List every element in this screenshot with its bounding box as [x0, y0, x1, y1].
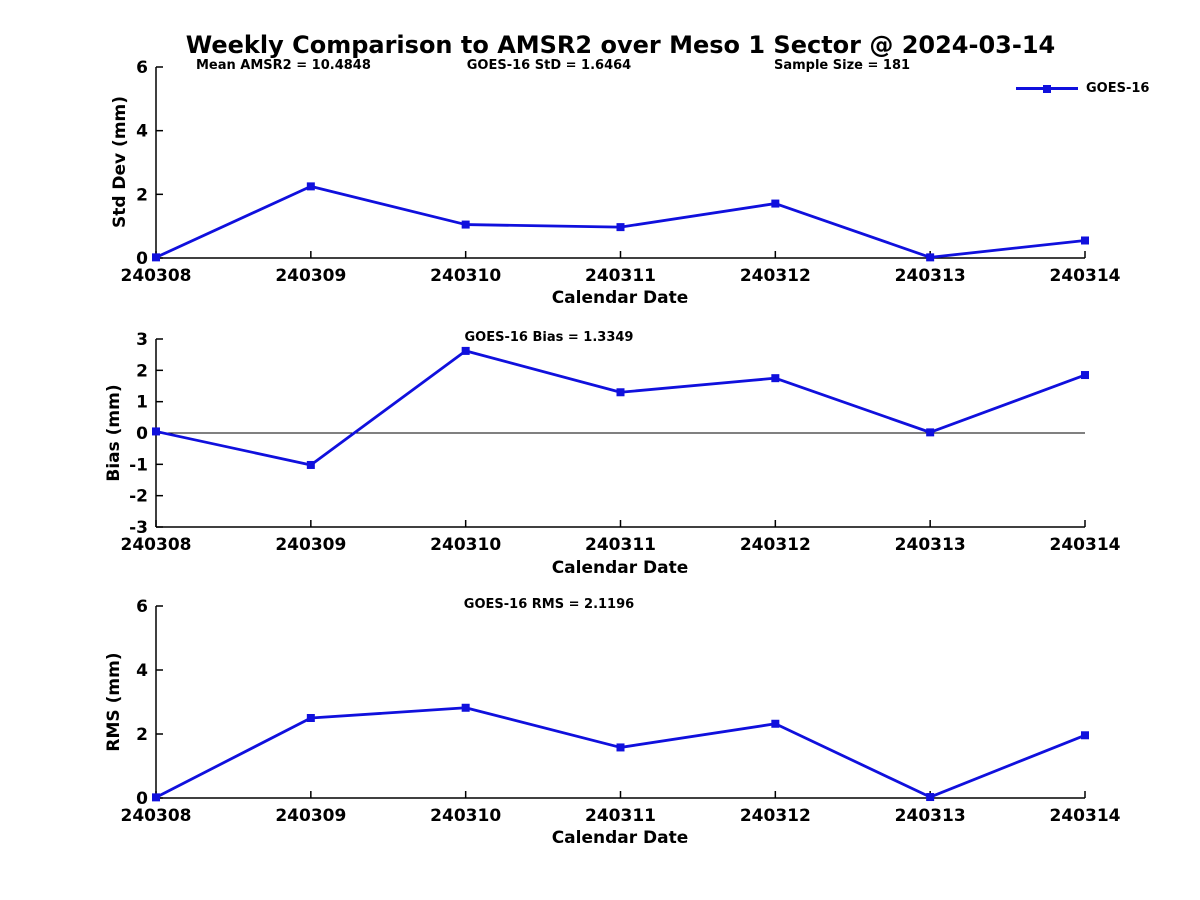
- x-tick-label: 240312: [740, 806, 811, 826]
- y-tick-label: 6: [136, 597, 148, 617]
- data-point: [926, 428, 935, 437]
- y-tick-label: 0: [136, 424, 148, 444]
- data-line: [154, 349, 1087, 467]
- legend-label: GOES-16: [1086, 81, 1150, 96]
- x-tick-label: 240314: [1050, 535, 1121, 555]
- x-tick-label: 240308: [121, 806, 192, 826]
- stat-sample-size: Sample Size = 181: [773, 58, 911, 73]
- data-point: [771, 199, 780, 208]
- y-tick-label: -3: [129, 518, 148, 538]
- data-point: [616, 388, 625, 397]
- data-point: [1081, 371, 1089, 380]
- x-tick-label: 240310: [430, 266, 501, 286]
- data-point: [306, 182, 315, 191]
- subplot-bias-title: GOES-16 Bias = 1.3349: [464, 330, 634, 345]
- data-point: [771, 374, 780, 383]
- legend-line-marker-icon: [1016, 82, 1078, 96]
- x-tick-label: 240309: [275, 535, 346, 555]
- y-tick-label: -2: [129, 487, 148, 507]
- x-tick-label: 240313: [895, 806, 966, 826]
- data-point: [926, 253, 935, 262]
- legend-square-marker-icon: [1043, 84, 1051, 93]
- y-tick-label: 2: [136, 725, 148, 745]
- x-tick-label: 240313: [895, 535, 966, 555]
- y-tick-label: 2: [136, 185, 148, 205]
- y-tick-label: 6: [136, 58, 148, 78]
- x-tick-label: 240309: [275, 806, 346, 826]
- data-point: [306, 714, 315, 722]
- x-tick-label: 240312: [740, 535, 811, 555]
- y-tick-label: 4: [136, 661, 148, 681]
- data-point: [461, 346, 470, 355]
- stat-mean-amsr2: Mean AMSR2 = 10.4848: [196, 58, 371, 73]
- data-point: [616, 223, 625, 232]
- data-line: [154, 706, 1087, 799]
- y-tick-label: 3: [136, 330, 148, 350]
- figure-title: Weekly Comparison to AMSR2 over Meso 1 S…: [185, 31, 1056, 59]
- x-tick-label: 240311: [585, 535, 656, 555]
- data-point: [926, 793, 935, 802]
- data-point: [461, 703, 470, 712]
- data-point: [152, 253, 160, 262]
- y-tick-label: 4: [136, 122, 148, 142]
- x-tick-label: 240308: [121, 266, 192, 286]
- x-tick-label: 240311: [585, 806, 656, 826]
- stddev-x-axis-label: Calendar Date: [551, 288, 689, 308]
- data-point: [1081, 236, 1089, 245]
- y-tick-label: -1: [129, 455, 148, 475]
- legend: GOES-16: [1016, 81, 1149, 96]
- x-tick-label: 240312: [740, 266, 811, 286]
- data-point: [1081, 731, 1089, 740]
- x-tick-label: 240313: [895, 266, 966, 286]
- data-point: [461, 220, 470, 229]
- y-tick-label: 0: [136, 789, 148, 809]
- data-line: [154, 184, 1087, 259]
- bias-x-axis-label: Calendar Date: [551, 558, 689, 578]
- x-tick-label: 240308: [121, 535, 192, 555]
- x-tick-label: 240314: [1050, 266, 1121, 286]
- y-tick-label: 2: [136, 361, 148, 381]
- y-tick-label: 0: [136, 249, 148, 269]
- data-point: [616, 743, 625, 752]
- x-tick-label: 240309: [275, 266, 346, 286]
- x-tick-label: 240310: [430, 806, 501, 826]
- x-tick-label: 240311: [585, 266, 656, 286]
- x-tick-label: 240314: [1050, 806, 1121, 826]
- y-tick-label: 1: [136, 393, 148, 413]
- data-point: [306, 460, 315, 469]
- data-point: [771, 719, 780, 728]
- x-tick-label: 240310: [430, 535, 501, 555]
- subplot-rms-title: GOES-16 RMS = 2.1196: [463, 597, 635, 612]
- stat-goes16-std: GOES-16 StD = 1.6464: [466, 58, 632, 73]
- data-point: [152, 427, 160, 436]
- rms-x-axis-label: Calendar Date: [551, 828, 689, 848]
- data-point: [152, 793, 160, 802]
